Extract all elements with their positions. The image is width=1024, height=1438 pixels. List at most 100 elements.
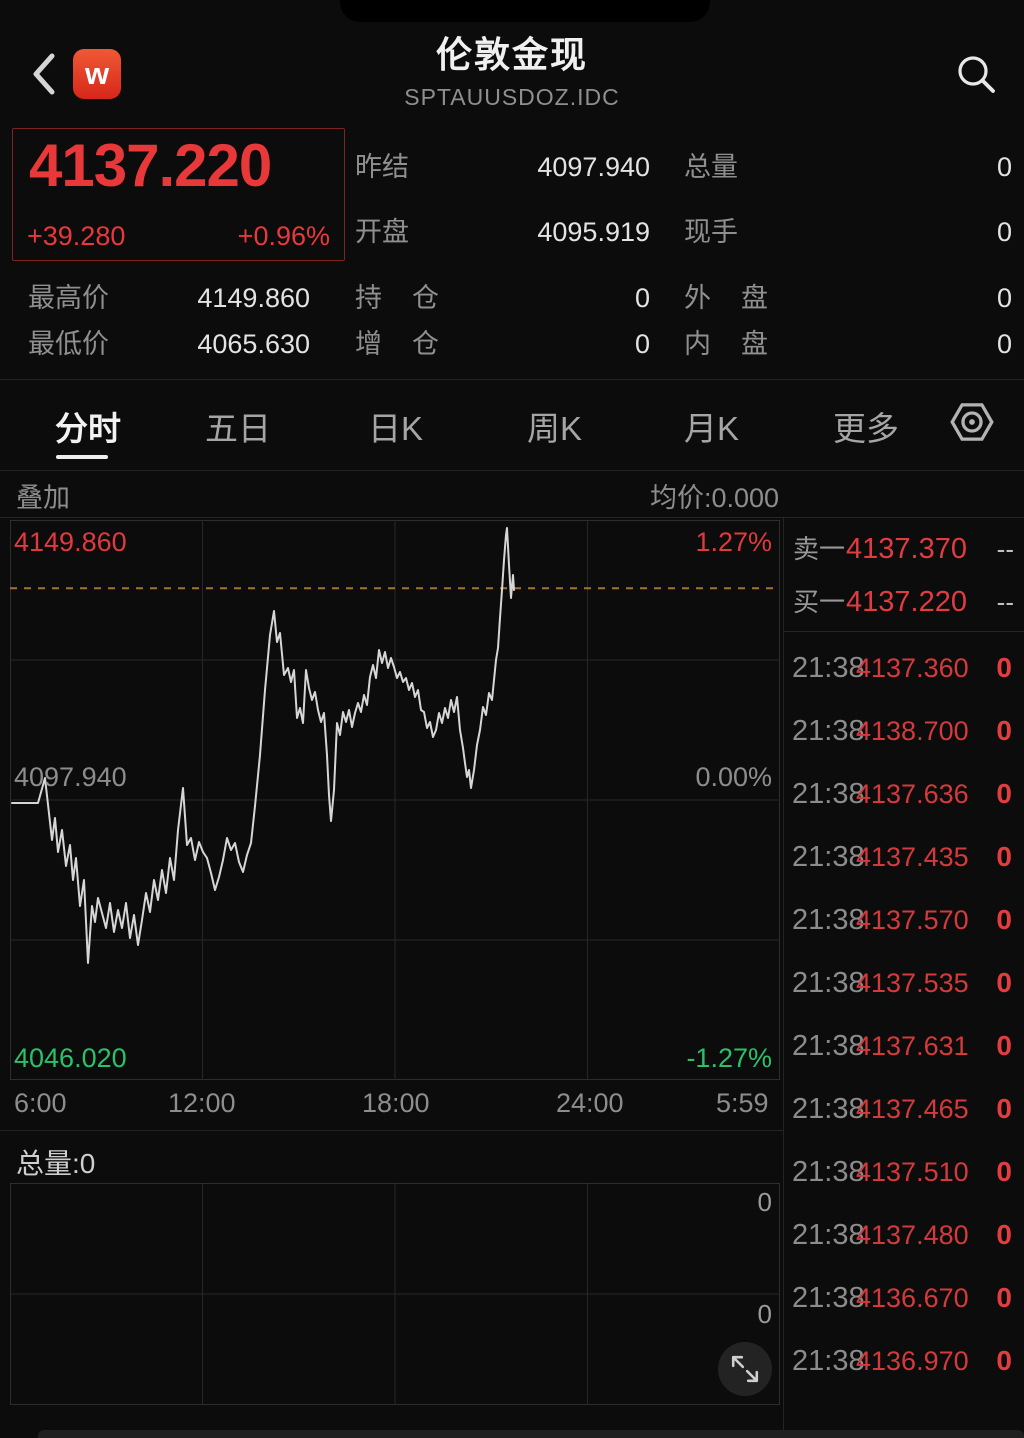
price-line (11, 527, 515, 964)
total-volume-label: 总量 (684, 152, 738, 182)
tab-daily-k[interactable]: 日K (368, 402, 423, 450)
tab-weekly-k[interactable]: 周K (527, 402, 582, 450)
tick-price: 4137.360 (856, 653, 969, 683)
ask-price: 4137.370 (846, 533, 967, 565)
divider (0, 379, 1024, 380)
tick-row: 21:38 4137.480 0 (784, 1205, 1024, 1265)
tick-volume: 0 (996, 904, 1012, 935)
tick-row: 21:38 4137.636 0 (784, 764, 1024, 824)
tick-row: 21:38 4137.631 0 (784, 1016, 1024, 1076)
page-title: 伦敦金现 (435, 34, 588, 75)
overlay-button[interactable]: 叠加 (16, 476, 70, 515)
tab-minute[interactable]: 分时 (55, 402, 121, 450)
tick-row: 21:38 4137.570 0 (784, 890, 1024, 950)
high-value: 4149.860 (197, 283, 310, 313)
price-change-pct: +0.96% (237, 221, 330, 251)
chart-low-label: 4046.020 (14, 1043, 127, 1073)
open-value: 4095.919 (537, 217, 650, 247)
inner-label: 内盘 (684, 329, 798, 359)
tick-time: 21:38 (792, 652, 865, 684)
volume-scale-upper: 0 (757, 1187, 772, 1217)
tick-time: 21:38 (792, 1345, 865, 1377)
phone-notch (340, 0, 710, 22)
outer-label: 外盘 (684, 283, 798, 313)
tick-price: 4137.510 (856, 1157, 969, 1187)
tick-volume: 0 (996, 715, 1012, 746)
bid-price: 4137.220 (846, 586, 967, 618)
minute-chart[interactable]: 4149.860 1.27% 4097.940 0.00% 4046.020 -… (10, 520, 780, 1080)
tick-price: 4136.970 (856, 1346, 969, 1376)
inner-value: 0 (996, 329, 1012, 359)
bid-label: 买一 (793, 587, 846, 617)
minute-chart-canvas (10, 520, 780, 1080)
chart-settings-button[interactable] (950, 400, 994, 444)
tick-price: 4137.480 (856, 1220, 969, 1250)
tick-time: 21:38 (792, 1219, 865, 1251)
tick-time: 21:38 (792, 841, 865, 873)
tick-time: 21:38 (792, 1156, 865, 1188)
tick-row: 21:38 4136.970 0 (784, 1331, 1024, 1391)
back-button[interactable] (30, 50, 60, 98)
volume-chart: 0 0 (10, 1183, 780, 1405)
avg-price-label: 均价:0.000 (650, 483, 780, 513)
bid-volume: -- (996, 587, 1014, 617)
volume-total-label: 总量:0 (16, 1148, 96, 1179)
fullscreen-expand-button[interactable] (718, 1342, 772, 1396)
logo-letter: w (84, 56, 110, 91)
price-change: +39.280 (27, 221, 126, 251)
wind-app-logo[interactable]: w (73, 49, 121, 99)
tab-monthly-k[interactable]: 月K (684, 402, 739, 450)
active-tab-underline (56, 455, 108, 459)
settings-hexagon-icon (950, 403, 994, 441)
tick-price: 4137.636 (856, 779, 969, 809)
tick-panel[interactable]: 卖一 4137.370 -- 买一 4137.220 -- 21:38 4137… (783, 518, 1024, 1438)
tick-row: 21:38 4137.535 0 (784, 953, 1024, 1013)
tick-volume: 0 (996, 1156, 1012, 1187)
volume-grid (10, 1183, 780, 1405)
pos-change-label: 增仓 (355, 329, 469, 359)
tick-row: 21:38 4137.465 0 (784, 1079, 1024, 1139)
x-tick-559: 5:59 (716, 1088, 769, 1118)
tick-row: 21:38 4138.700 0 (784, 701, 1024, 761)
tab-five-day[interactable]: 五日 (205, 402, 271, 450)
bottom-toolbar-edge (38, 1430, 1024, 1438)
open-label: 开盘 (355, 217, 409, 247)
x-tick-24: 24:00 (556, 1088, 624, 1118)
prev-close-label: 昨结 (355, 152, 409, 182)
chevron-left-icon (33, 53, 55, 95)
high-label: 最高价 (28, 283, 109, 313)
low-value: 4065.630 (197, 329, 310, 359)
tab-more[interactable]: 更多 (833, 402, 899, 450)
tick-price: 4137.435 (856, 842, 969, 872)
search-button[interactable] (954, 52, 998, 96)
tick-price: 4136.670 (856, 1283, 969, 1313)
x-tick-6: 6:00 (14, 1088, 67, 1118)
divider (0, 1130, 783, 1131)
tick-time: 21:38 (792, 904, 865, 936)
bid-row: 买一 4137.220 -- (784, 581, 1024, 623)
divider (0, 470, 1024, 471)
ask-label: 卖一 (793, 534, 846, 564)
x-tick-18: 18:00 (362, 1088, 430, 1118)
cur-volume-value: 0 (996, 217, 1012, 247)
tick-price: 4137.570 (856, 905, 969, 935)
tick-time: 21:38 (792, 967, 865, 999)
expand-arrows-icon (731, 1355, 759, 1383)
tick-price: 4138.700 (856, 716, 969, 746)
tick-time: 21:38 (792, 778, 865, 810)
tick-time: 21:38 (792, 715, 865, 747)
tick-time: 21:38 (792, 1282, 865, 1314)
tick-row: 21:38 4136.670 0 (784, 1268, 1024, 1328)
tick-price: 4137.535 (856, 968, 969, 998)
tick-volume: 0 (996, 1030, 1012, 1061)
tick-time: 21:38 (792, 1030, 865, 1062)
tick-row: 21:38 4137.435 0 (784, 827, 1024, 887)
prev-close-value: 4097.940 (537, 152, 650, 182)
pos-change-value: 0 (634, 329, 650, 359)
ask-volume: -- (996, 534, 1014, 564)
ask-row: 卖一 4137.370 -- (784, 528, 1024, 570)
cur-volume-label: 现手 (684, 217, 738, 247)
tick-price: 4137.465 (856, 1094, 969, 1124)
tick-row: 21:38 4137.360 0 (784, 638, 1024, 698)
